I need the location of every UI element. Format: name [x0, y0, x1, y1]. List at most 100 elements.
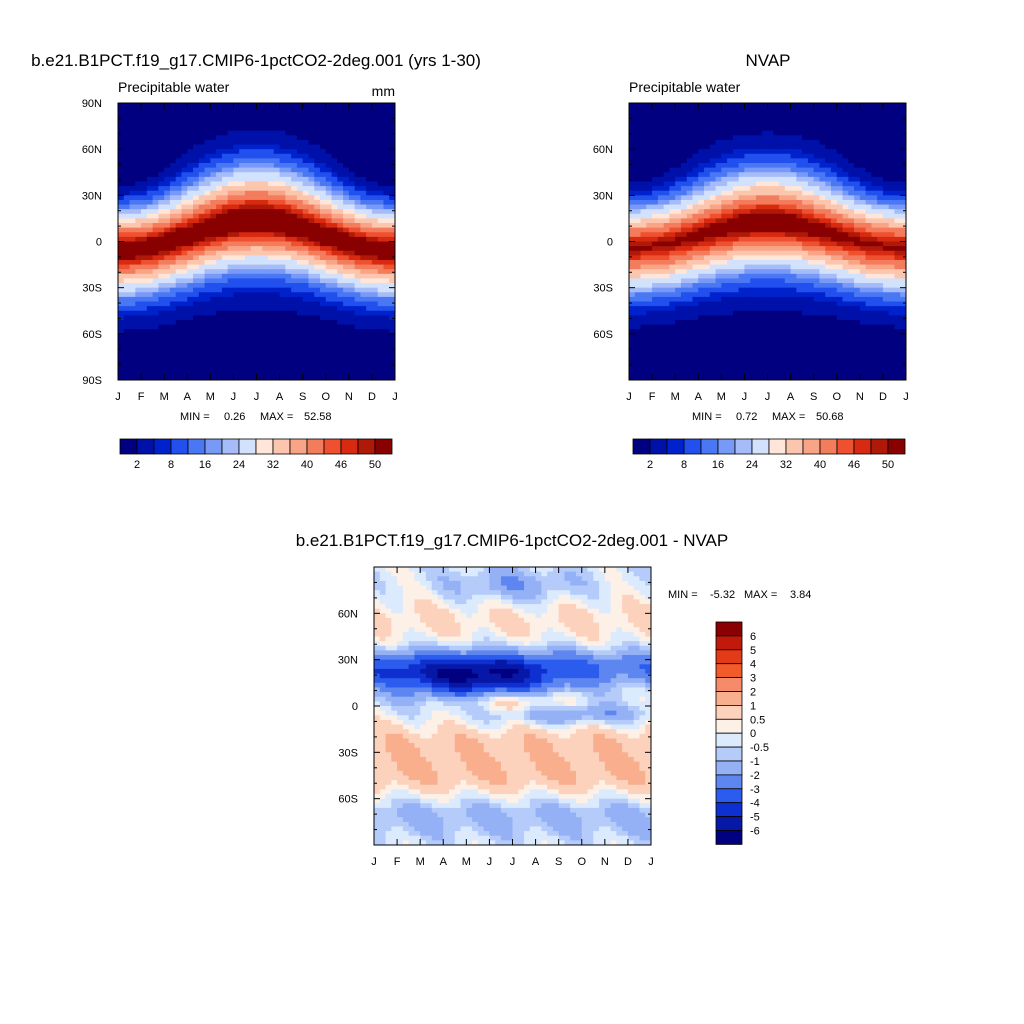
- field-cell: [337, 246, 344, 252]
- field-cell: [187, 366, 194, 372]
- field-cell: [836, 264, 844, 270]
- field-cell: [152, 204, 159, 210]
- field-cell: [146, 361, 154, 367]
- field-cell: [244, 296, 252, 303]
- field-cell: [652, 199, 659, 206]
- field-cell: [709, 163, 717, 169]
- field-cell: [377, 223, 385, 229]
- field-cell: [715, 172, 722, 178]
- field-cell: [239, 153, 246, 159]
- field-cell: [871, 144, 878, 150]
- field-cell: [640, 269, 647, 275]
- field-cell: [755, 103, 763, 109]
- field-cell: [755, 172, 763, 178]
- field-cell: [216, 126, 223, 132]
- field-cell: [755, 278, 763, 284]
- field-cell: [859, 264, 867, 270]
- field-cell: [348, 324, 356, 330]
- field-cell: [634, 139, 642, 146]
- field-cell: [175, 250, 183, 256]
- field-cell: [802, 250, 809, 256]
- field-cell: [325, 241, 333, 247]
- field-cell: [882, 130, 890, 136]
- field-cell: [204, 144, 211, 150]
- field-cell: [802, 287, 809, 293]
- field-cell: [773, 176, 780, 183]
- field-cell: [348, 329, 356, 335]
- field-cell: [715, 126, 722, 132]
- field-cell: [888, 213, 896, 220]
- field-cell: [871, 273, 878, 280]
- field-cell: [204, 287, 211, 293]
- field-cell: [750, 236, 757, 243]
- field-cell: [732, 144, 740, 150]
- field-cell: [227, 135, 235, 141]
- field-cell: [692, 149, 699, 155]
- field-cell: [285, 250, 292, 256]
- field-cell: [360, 278, 367, 284]
- field-cell: [796, 246, 803, 252]
- field-cell: [755, 232, 763, 238]
- field-cell: [894, 255, 901, 261]
- field-cell: [141, 186, 148, 192]
- field-cell: [198, 269, 206, 275]
- field-cell: [773, 223, 780, 229]
- field-cell: [273, 329, 281, 335]
- field-cell: [279, 292, 286, 298]
- field-cell: [164, 370, 171, 376]
- field-cell: [135, 218, 142, 224]
- field-cell: [348, 213, 356, 220]
- field-cell: [366, 163, 373, 169]
- field-cell: [882, 163, 890, 169]
- field-cell: [371, 181, 379, 187]
- field-cell: [721, 116, 728, 123]
- field-cell: [285, 213, 292, 220]
- field-cell: [888, 223, 896, 229]
- field-cell: [663, 107, 670, 113]
- field-cell: [331, 181, 338, 187]
- field-cell: [865, 227, 872, 233]
- colorbar-swatch: [323, 438, 342, 455]
- field-cell: [314, 324, 321, 330]
- field-cell: [244, 130, 252, 136]
- field-cell: [715, 292, 722, 298]
- field-cell: [193, 199, 200, 206]
- field-cell: [755, 236, 763, 243]
- field-cell: [319, 306, 327, 312]
- field-cell: [704, 292, 711, 298]
- field-cell: [331, 199, 338, 206]
- field-cell: [198, 186, 206, 192]
- field-cell: [721, 255, 728, 261]
- field-cell: [819, 209, 826, 215]
- field-cell: [796, 287, 803, 293]
- field-cell: [296, 186, 304, 192]
- field-cell: [773, 126, 780, 132]
- field-cell: [319, 199, 327, 206]
- field-cell: [343, 347, 350, 353]
- field-cell: [152, 172, 159, 178]
- field-cell: [721, 213, 728, 220]
- field-cell: [371, 315, 379, 321]
- field-cell: [755, 126, 763, 132]
- field-cell: [715, 186, 722, 192]
- field-cell: [123, 236, 131, 243]
- field-cell: [279, 269, 286, 275]
- field-cell: [256, 172, 263, 178]
- field-cell: [325, 278, 333, 284]
- field-cell: [343, 283, 350, 289]
- field-cell: [250, 361, 258, 367]
- field-cell: [704, 158, 711, 164]
- field-cell: [118, 250, 125, 256]
- panel-nvap-title: NVAP: [745, 51, 790, 70]
- field-cell: [250, 116, 258, 123]
- field-cell: [291, 116, 298, 123]
- field-cell: [709, 287, 717, 293]
- field-cell: [244, 329, 252, 335]
- field-cell: [675, 195, 682, 201]
- field-cell: [325, 343, 333, 349]
- field-cell: [135, 306, 142, 312]
- field-cell: [331, 269, 338, 275]
- field-cell: [198, 167, 206, 173]
- field-cell: [721, 172, 728, 178]
- field-cell: [652, 163, 659, 169]
